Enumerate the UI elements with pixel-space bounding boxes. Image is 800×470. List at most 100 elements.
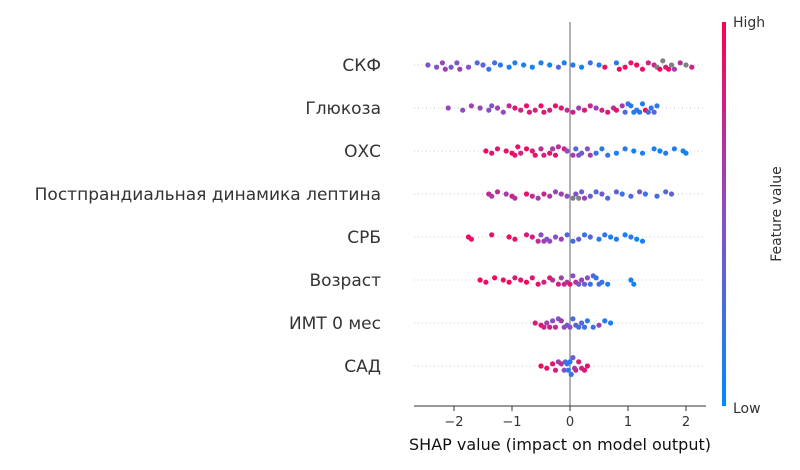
shap-point xyxy=(683,62,689,68)
shap-point xyxy=(555,144,562,150)
shap-point xyxy=(468,103,474,109)
x-tick-label: 1 xyxy=(624,415,632,430)
shap-point xyxy=(547,324,553,330)
x-axis-title: SHAP value (impact on model output) xyxy=(409,435,711,454)
shap-point xyxy=(567,359,573,365)
shap-point xyxy=(512,236,518,242)
shap-point xyxy=(558,191,564,197)
shap-point xyxy=(535,281,541,287)
shap-point xyxy=(535,238,541,244)
shap-point xyxy=(613,150,620,156)
shap-point xyxy=(622,146,628,152)
shap-point xyxy=(529,193,535,199)
shap-point xyxy=(512,105,518,111)
shap-point xyxy=(581,281,588,287)
colorbar-gradient xyxy=(722,22,726,406)
shap-point xyxy=(570,62,576,68)
shap-point xyxy=(587,281,593,287)
shap-point xyxy=(425,62,431,68)
shap-point xyxy=(596,236,602,242)
shap-point xyxy=(564,148,570,154)
shap-point xyxy=(579,277,585,283)
shap-point xyxy=(581,195,588,201)
shap-point xyxy=(657,148,663,154)
shap-point xyxy=(666,66,672,72)
shap-point xyxy=(593,275,599,281)
shap-point xyxy=(494,189,501,195)
feature-label: Глюкоза xyxy=(305,99,381,119)
shap-point xyxy=(442,66,448,72)
shap-point xyxy=(622,64,628,70)
shap-point xyxy=(576,236,582,242)
shap-point xyxy=(529,148,535,154)
shap-point xyxy=(544,320,550,326)
shap-points xyxy=(425,58,695,377)
shap-point xyxy=(584,318,591,324)
shap-point xyxy=(526,109,533,115)
shap-point xyxy=(619,191,625,197)
shap-point xyxy=(506,103,512,109)
shap-point xyxy=(602,318,608,324)
shap-point xyxy=(613,107,620,113)
shap-point xyxy=(550,318,556,324)
shap-point xyxy=(651,109,657,115)
feature-label: СРБ xyxy=(347,228,381,248)
shap-point xyxy=(581,107,588,113)
shap-point xyxy=(521,62,527,68)
shap-point xyxy=(512,60,518,66)
shap-point xyxy=(593,105,599,111)
shap-point xyxy=(631,148,637,154)
shap-point xyxy=(558,361,564,367)
shap-point xyxy=(506,279,512,285)
shap-point xyxy=(547,150,553,156)
shap-point xyxy=(581,232,588,238)
shap-point xyxy=(628,103,634,109)
shap-point xyxy=(538,146,544,152)
shap-point xyxy=(515,144,521,150)
shap-point xyxy=(555,281,562,287)
shap-point xyxy=(608,234,614,240)
shap-point xyxy=(651,146,657,152)
shap-point xyxy=(593,150,599,156)
shap-point xyxy=(613,236,620,242)
shap-point xyxy=(573,191,579,197)
shap-point xyxy=(599,279,605,285)
shap-point xyxy=(622,232,628,238)
shap-point xyxy=(677,60,683,66)
shap-point xyxy=(628,277,634,283)
shap-point xyxy=(564,193,570,199)
shap-point xyxy=(645,109,651,115)
shap-point xyxy=(544,365,550,371)
shap-point xyxy=(523,232,530,238)
shap-point xyxy=(489,103,495,109)
shap-point xyxy=(668,62,675,68)
shap-point xyxy=(552,103,559,109)
shap-point xyxy=(654,103,660,109)
shap-point xyxy=(599,146,605,152)
shap-point xyxy=(570,355,576,361)
shap-point xyxy=(523,146,530,152)
shap-point xyxy=(663,150,669,156)
shap-point xyxy=(512,275,518,281)
x-tick-label: −2 xyxy=(444,415,463,430)
shap-point xyxy=(660,58,666,64)
shap-point xyxy=(668,191,675,197)
colorbar-high-label: High xyxy=(733,15,765,31)
shap-point xyxy=(489,232,495,238)
shap-point xyxy=(523,191,530,197)
shap-point xyxy=(538,103,544,109)
shap-point xyxy=(523,279,530,285)
shap-point xyxy=(567,324,573,330)
shap-point xyxy=(541,191,547,197)
shap-point xyxy=(671,66,678,72)
shap-point xyxy=(558,275,564,281)
shap-point xyxy=(608,320,614,326)
shap-point xyxy=(565,367,571,373)
x-axis: −2 −1 0 1 2 SHAP value (impact on model outp… xyxy=(409,405,711,454)
shap-point xyxy=(486,66,492,72)
shap-point xyxy=(573,367,579,373)
shap-point xyxy=(593,189,599,195)
shap-point xyxy=(605,109,611,115)
shap-point xyxy=(503,191,509,197)
shap-point xyxy=(639,238,646,244)
